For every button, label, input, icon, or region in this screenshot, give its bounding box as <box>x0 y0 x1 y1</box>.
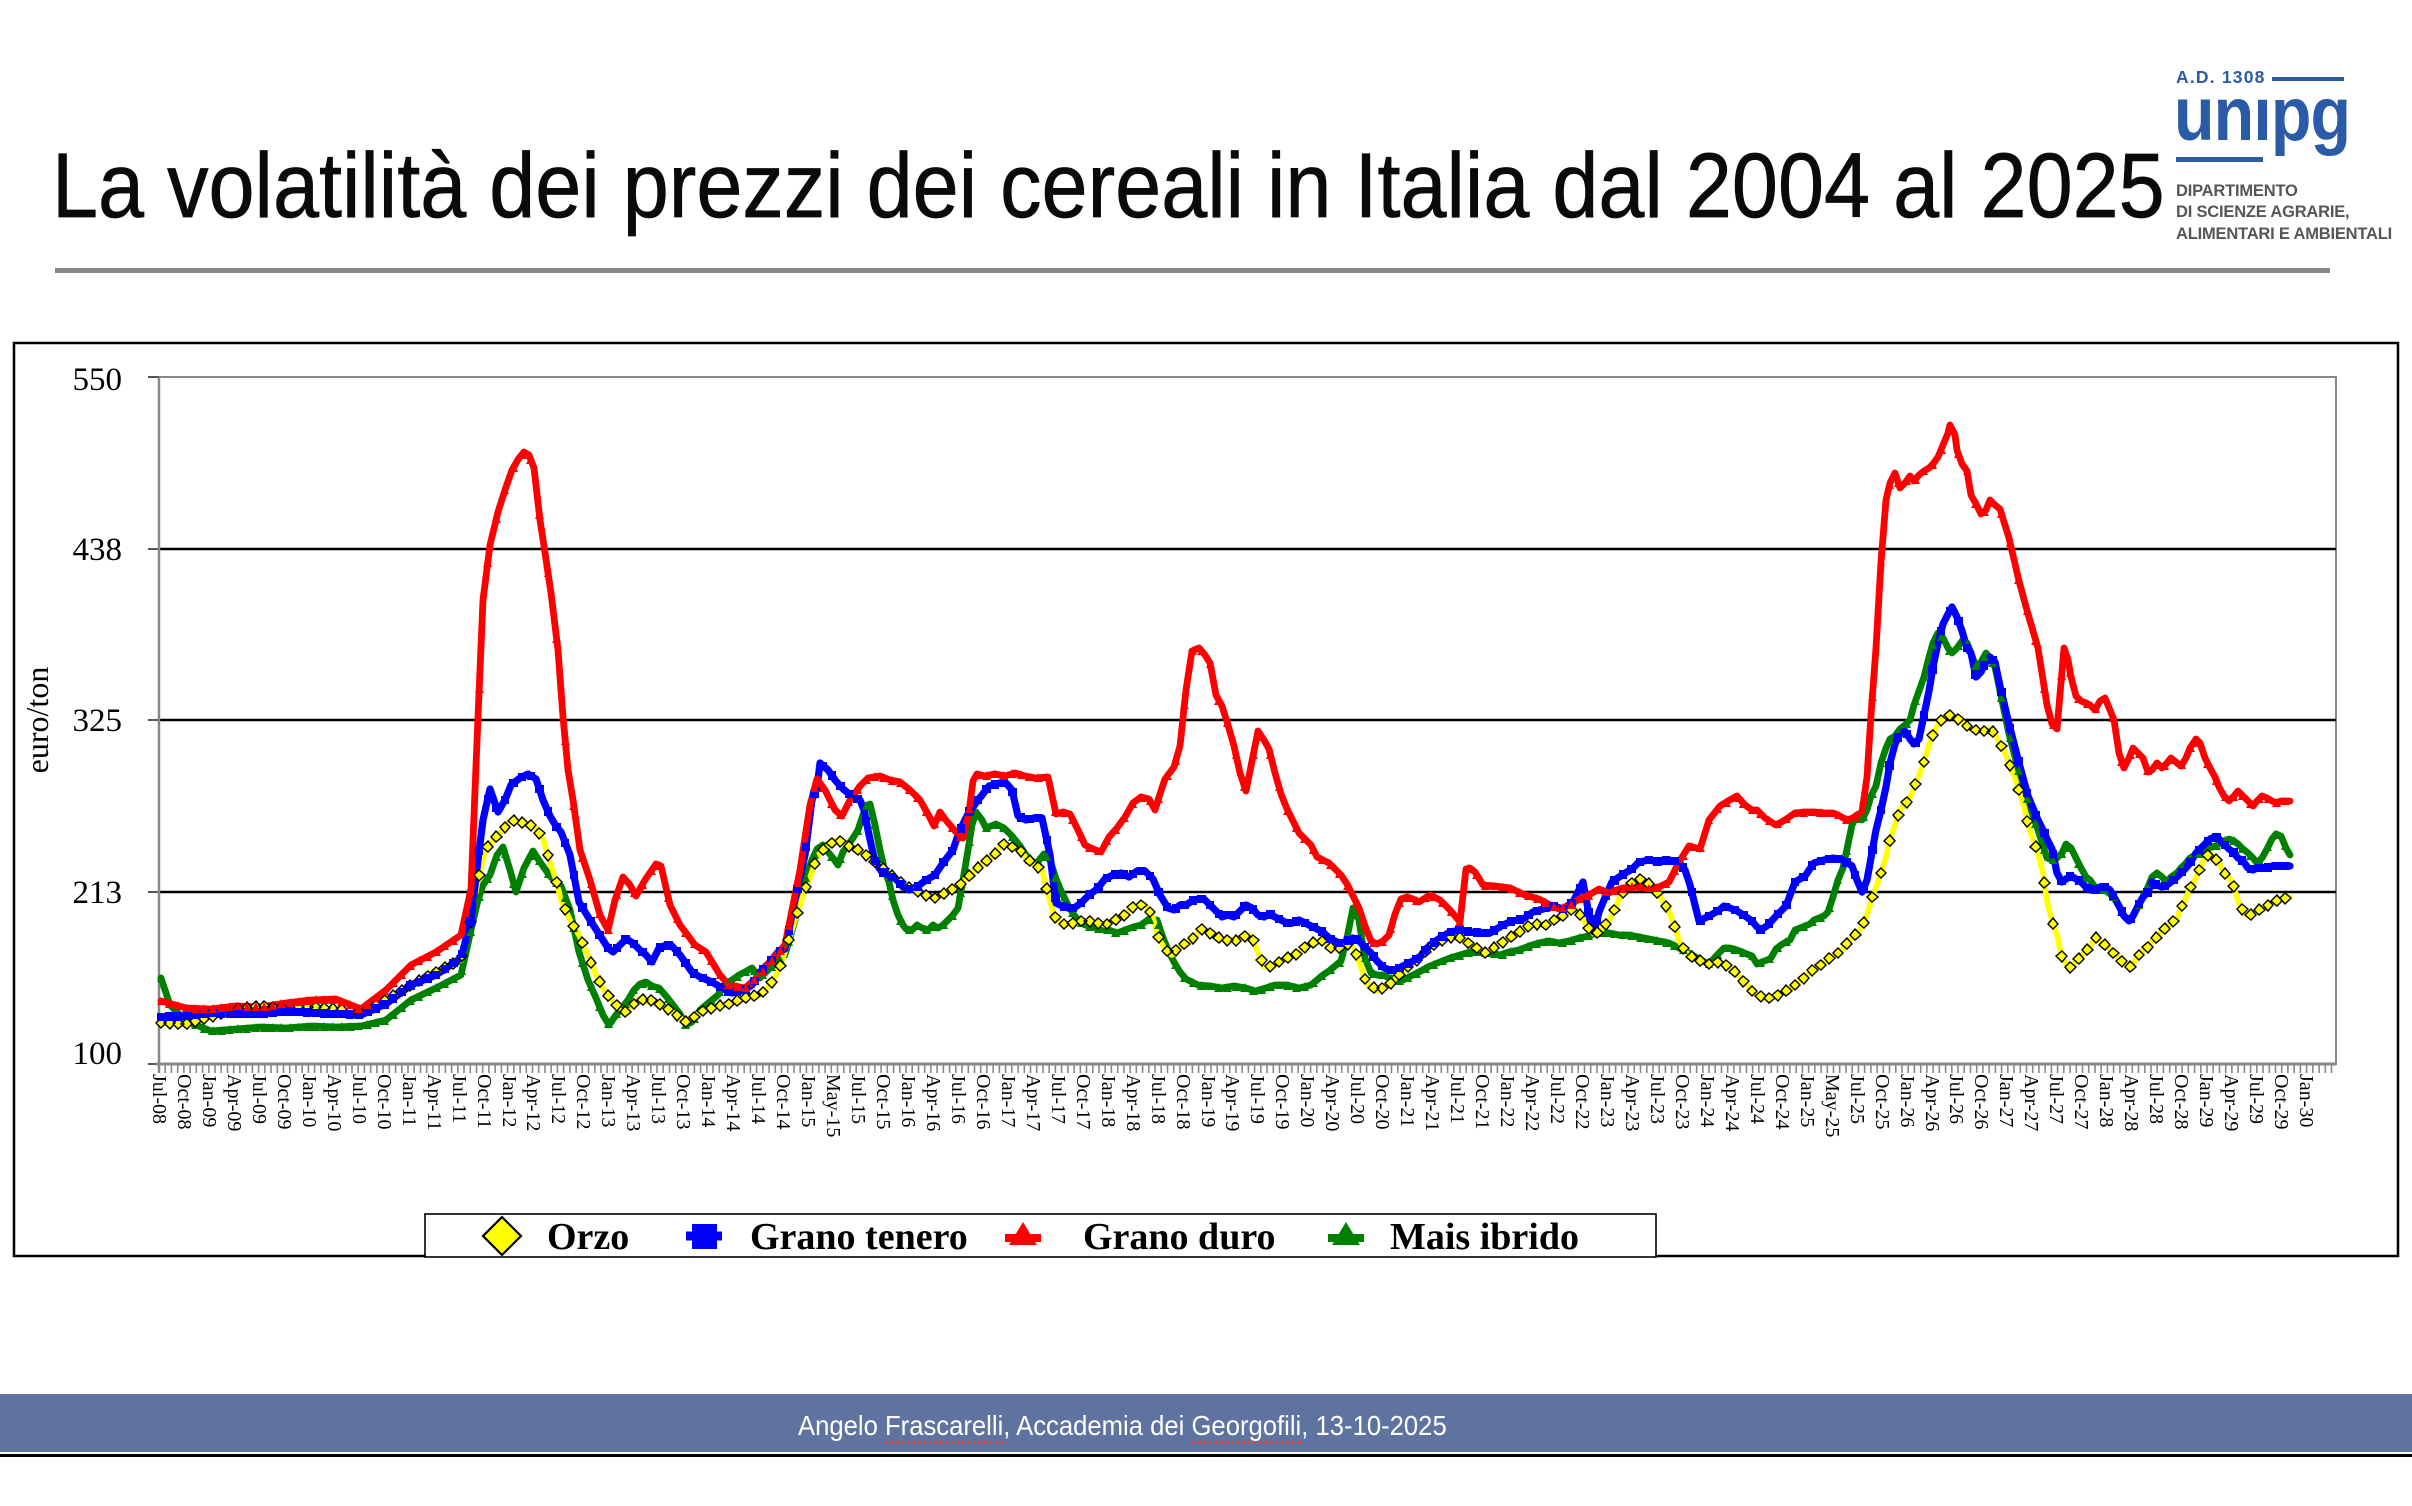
svg-text:Jan-13: Jan-13 <box>597 1074 619 1127</box>
svg-text:Jan-22: Jan-22 <box>1496 1074 1518 1127</box>
svg-text:Jan-26: Jan-26 <box>1896 1074 1918 1127</box>
svg-text:Jul-10: Jul-10 <box>348 1074 370 1124</box>
svg-text:Apr-28: Apr-28 <box>2120 1074 2142 1131</box>
svg-text:Apr-27: Apr-27 <box>2020 1074 2042 1131</box>
svg-text:Apr-24: Apr-24 <box>1721 1074 1743 1131</box>
svg-text:Oct-13: Oct-13 <box>672 1074 694 1130</box>
svg-text:Apr-10: Apr-10 <box>323 1074 345 1131</box>
svg-text:Apr-11: Apr-11 <box>423 1074 445 1131</box>
svg-text:Oct-12: Oct-12 <box>572 1074 594 1130</box>
svg-text:Apr-23: Apr-23 <box>1621 1074 1643 1131</box>
svg-text:Apr-29: Apr-29 <box>2220 1074 2242 1131</box>
svg-text:Jan-11: Jan-11 <box>398 1074 420 1127</box>
svg-text:Mais ibrido: Mais ibrido <box>1390 1216 1579 1258</box>
svg-text:Jul-12: Jul-12 <box>547 1074 569 1124</box>
svg-text:Jan-09: Jan-09 <box>198 1074 220 1127</box>
svg-text:Orzo: Orzo <box>547 1216 629 1258</box>
svg-text:Jul-19: Jul-19 <box>1246 1074 1268 1124</box>
svg-text:Jan-21: Jan-21 <box>1396 1074 1418 1127</box>
svg-text:Oct-29: Oct-29 <box>2270 1074 2292 1130</box>
svg-text:Oct-09: Oct-09 <box>273 1074 295 1130</box>
svg-text:Apr-16: Apr-16 <box>922 1074 944 1131</box>
svg-text:Oct-16: Oct-16 <box>972 1074 994 1130</box>
svg-text:Jan-27: Jan-27 <box>1995 1074 2017 1127</box>
svg-text:Oct-23: Oct-23 <box>1671 1074 1693 1130</box>
svg-text:Jul-24: Jul-24 <box>1746 1074 1768 1124</box>
svg-text:Oct-11: Oct-11 <box>473 1074 495 1129</box>
svg-text:Apr-17: Apr-17 <box>1022 1074 1044 1131</box>
svg-text:Apr-14: Apr-14 <box>722 1074 744 1131</box>
svg-text:Oct-22: Oct-22 <box>1571 1074 1593 1130</box>
svg-text:Jul-26: Jul-26 <box>1945 1074 1967 1124</box>
svg-text:Oct-14: Oct-14 <box>772 1074 794 1130</box>
svg-text:Oct-26: Oct-26 <box>1970 1074 1992 1130</box>
svg-text:Apr-19: Apr-19 <box>1221 1074 1243 1131</box>
svg-text:Jan-30: Jan-30 <box>2295 1074 2317 1127</box>
svg-text:Jan-29: Jan-29 <box>2195 1074 2217 1127</box>
svg-text:100: 100 <box>73 1036 123 1072</box>
svg-text:Jul-18: Jul-18 <box>1147 1074 1169 1124</box>
svg-text:Apr-22: Apr-22 <box>1521 1074 1543 1131</box>
svg-text:Oct-15: Oct-15 <box>872 1074 894 1130</box>
svg-text:Jan-24: Jan-24 <box>1696 1074 1718 1127</box>
svg-text:Jul-29: Jul-29 <box>2245 1074 2267 1124</box>
svg-text:Grano tenero: Grano tenero <box>750 1216 968 1258</box>
svg-text:Jul-17: Jul-17 <box>1047 1074 1069 1124</box>
svg-text:Jul-25: Jul-25 <box>1846 1074 1868 1124</box>
svg-text:Apr-21: Apr-21 <box>1421 1074 1443 1131</box>
svg-text:Jan-15: Jan-15 <box>797 1074 819 1127</box>
svg-text:May-25: May-25 <box>1821 1074 1843 1137</box>
svg-text:Jul-14: Jul-14 <box>747 1074 769 1124</box>
svg-text:May-15: May-15 <box>822 1074 844 1137</box>
svg-text:Oct-17: Oct-17 <box>1072 1074 1094 1130</box>
svg-text:Oct-20: Oct-20 <box>1371 1074 1393 1130</box>
svg-text:Oct-21: Oct-21 <box>1471 1074 1493 1130</box>
svg-text:Oct-19: Oct-19 <box>1271 1074 1293 1130</box>
svg-text:Jul-16: Jul-16 <box>947 1074 969 1124</box>
svg-text:Jan-10: Jan-10 <box>298 1074 320 1127</box>
svg-text:Jul-13: Jul-13 <box>647 1074 669 1124</box>
svg-text:Jul-28: Jul-28 <box>2145 1074 2167 1124</box>
svg-text:Jan-20: Jan-20 <box>1296 1074 1318 1127</box>
svg-text:Jan-18: Jan-18 <box>1097 1074 1119 1127</box>
svg-text:Jan-25: Jan-25 <box>1796 1074 1818 1127</box>
svg-text:Jul-08: Jul-08 <box>148 1074 170 1124</box>
svg-text:Jul-21: Jul-21 <box>1446 1074 1468 1124</box>
svg-text:438: 438 <box>73 532 123 568</box>
svg-text:Oct-08: Oct-08 <box>173 1074 195 1130</box>
svg-text:Jan-17: Jan-17 <box>997 1074 1019 1127</box>
svg-text:Jul-27: Jul-27 <box>2045 1074 2067 1124</box>
svg-text:550: 550 <box>73 362 123 398</box>
svg-text:Jul-22: Jul-22 <box>1546 1074 1568 1124</box>
svg-text:Apr-26: Apr-26 <box>1921 1074 1943 1131</box>
svg-text:Oct-28: Oct-28 <box>2170 1074 2192 1130</box>
svg-text:Apr-09: Apr-09 <box>223 1074 245 1131</box>
svg-text:325: 325 <box>73 703 123 739</box>
svg-text:Jan-28: Jan-28 <box>2095 1074 2117 1127</box>
svg-text:Grano duro: Grano duro <box>1083 1216 1276 1258</box>
svg-text:Apr-20: Apr-20 <box>1321 1074 1343 1131</box>
svg-text:Oct-27: Oct-27 <box>2070 1074 2092 1130</box>
svg-text:Jul-20: Jul-20 <box>1346 1074 1368 1124</box>
svg-text:Jan-16: Jan-16 <box>897 1074 919 1127</box>
svg-text:Oct-24: Oct-24 <box>1771 1074 1793 1130</box>
svg-text:Jul-11: Jul-11 <box>448 1074 470 1123</box>
svg-text:Jan-14: Jan-14 <box>697 1074 719 1127</box>
svg-text:213: 213 <box>73 875 123 911</box>
svg-text:Jul-15: Jul-15 <box>847 1074 869 1124</box>
svg-text:Oct-10: Oct-10 <box>373 1074 395 1130</box>
svg-text:Oct-25: Oct-25 <box>1871 1074 1893 1130</box>
svg-text:Apr-13: Apr-13 <box>622 1074 644 1131</box>
svg-text:Jul-09: Jul-09 <box>248 1074 270 1124</box>
svg-text:Oct-18: Oct-18 <box>1172 1074 1194 1130</box>
svg-text:Apr-18: Apr-18 <box>1122 1074 1144 1131</box>
svg-text:Jan-12: Jan-12 <box>498 1074 520 1127</box>
svg-text:Jul-23: Jul-23 <box>1646 1074 1668 1124</box>
svg-text:Jan-23: Jan-23 <box>1596 1074 1618 1127</box>
svg-text:euro/ton: euro/ton <box>19 667 55 774</box>
svg-text:Apr-12: Apr-12 <box>522 1074 544 1131</box>
svg-text:Jan-19: Jan-19 <box>1197 1074 1219 1127</box>
